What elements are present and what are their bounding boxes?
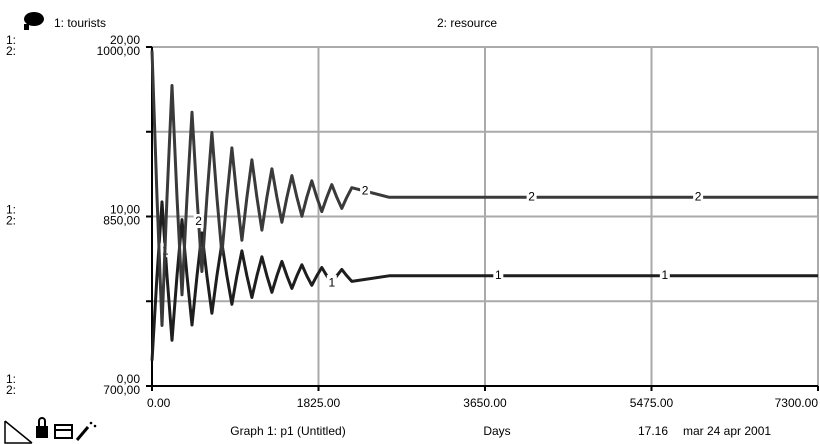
x-tick-label: 0.00 bbox=[147, 396, 171, 410]
x-tick-label: 1825.00 bbox=[297, 396, 341, 410]
y-tick-label: 20,00 bbox=[110, 33, 140, 47]
y2-tick-label: 700,00 bbox=[103, 383, 140, 397]
series-key-bg bbox=[360, 183, 371, 198]
series-line bbox=[150, 200, 818, 361]
series-key-bg bbox=[493, 267, 504, 282]
time-stamp: 17.16 bbox=[638, 424, 668, 438]
series-key: 2 bbox=[362, 183, 369, 197]
series-key-bg bbox=[693, 189, 704, 204]
y-axis-key: 2: bbox=[6, 214, 16, 228]
series-key: 1 bbox=[328, 275, 335, 289]
series-key: 1 bbox=[495, 268, 502, 282]
x-tick-label: 7300.00 bbox=[775, 396, 819, 410]
series-key-bg bbox=[326, 275, 337, 290]
y-tick-label: 10,00 bbox=[110, 203, 140, 217]
y-axis-key: 2: bbox=[6, 383, 16, 397]
series-key: 2 bbox=[695, 189, 702, 203]
legend-entry: 2: resource bbox=[437, 16, 497, 30]
x-tick-label: 3650.00 bbox=[463, 396, 507, 410]
series-line bbox=[150, 50, 818, 327]
series-key: 2 bbox=[195, 214, 202, 228]
series-key-bg bbox=[659, 267, 670, 282]
toolbar-icons[interactable] bbox=[4, 417, 97, 444]
series-key: 2 bbox=[528, 189, 535, 203]
y2-tick-label: 850,00 bbox=[103, 214, 140, 228]
series-key-bg bbox=[526, 189, 537, 204]
series-key: 1 bbox=[661, 268, 668, 282]
y-axis-key: 1: bbox=[6, 203, 16, 217]
x-tick-label: 5475.00 bbox=[630, 396, 674, 410]
y-axis-key: 2: bbox=[6, 44, 16, 58]
x-axis-label: Days bbox=[483, 424, 510, 438]
y-axis-key: 1: bbox=[6, 372, 16, 386]
series-key-bg bbox=[193, 214, 204, 229]
y2-tick-label: 1000,00 bbox=[97, 44, 141, 58]
y-axis-key: 1: bbox=[6, 33, 16, 47]
y-tick-label: 0,00 bbox=[117, 372, 141, 386]
legend-entry: 1: tourists bbox=[54, 16, 106, 30]
graph-icon bbox=[24, 12, 44, 30]
date-stamp: mar 24 apr 2001 bbox=[683, 424, 771, 438]
graph-name: Graph 1: p1 (Untitled) bbox=[230, 424, 345, 438]
